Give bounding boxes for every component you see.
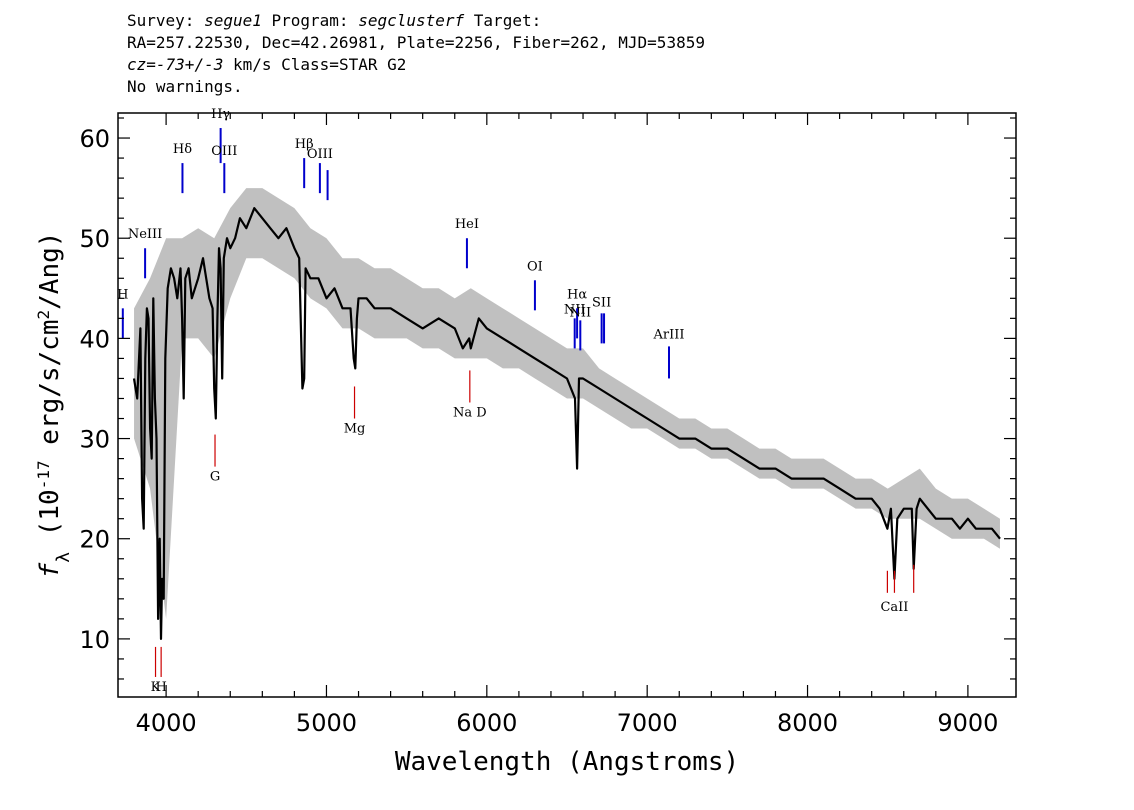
x-tick-label: 9000 [937, 709, 998, 737]
x-tick-label: 5000 [296, 709, 357, 737]
program-name: segclusterf [358, 11, 465, 30]
y-title-close: /Ang) [35, 232, 65, 310]
header-line3: cz=-73+/-3 km/s Class=STAR G2 [127, 55, 406, 74]
survey-name: segue1 [204, 11, 262, 30]
header-line2: RA=257.22530, Dec=42.26981, Plate=2256, … [127, 33, 705, 52]
y-tick-label: 50 [79, 225, 110, 253]
x-axis-title: Wavelength (Angstroms) [395, 747, 739, 777]
line-label-19: Mg [344, 422, 366, 437]
y-title-open: (10 [35, 489, 65, 552]
line-label-5: Hβ [295, 137, 314, 152]
header-line1: Survey: segue1 Program: segclusterf Targ… [127, 11, 541, 30]
x-tick-label: 4000 [136, 709, 197, 737]
line-label-18: G [210, 470, 220, 485]
cz-equals: = [146, 55, 156, 74]
line-label-11: Hα [567, 287, 587, 302]
spectrum-header: Survey: segue1 Program: segclusterf Targ… [127, 10, 705, 98]
class-text: km/s Class=STAR G2 [223, 55, 407, 74]
spectrum-line-layer [132, 207, 1001, 641]
y-tick-label: 40 [79, 325, 110, 353]
line-label-13: SII [592, 295, 611, 310]
y-title-f: f [35, 562, 65, 578]
cz-value: -73+/-3 [155, 55, 224, 74]
program-prefix: Program: [261, 11, 359, 30]
line-label-1: H [117, 287, 128, 302]
line-label-4: OIII [211, 144, 237, 159]
header-line4: No warnings. [127, 77, 243, 96]
plot-frame [117, 112, 1017, 698]
y-tick-label: 60 [79, 125, 110, 153]
x-tick-label: 8000 [777, 709, 838, 737]
line-label-12: NII [569, 305, 591, 320]
y-title-mid: erg/s/cm [35, 320, 65, 461]
line-label-2: Hδ [173, 142, 192, 157]
y-tick-label: 20 [79, 526, 110, 554]
line-label-6: OIII [307, 147, 333, 162]
y-title-lambda: λ [53, 552, 74, 563]
cz-label: cz [127, 55, 147, 74]
line-label-3: Hγ [211, 107, 230, 122]
line-label-9: OI [527, 259, 543, 274]
target-prefix: Target: [464, 11, 542, 30]
line-label-17: H [155, 680, 166, 695]
line-label-16: K [151, 680, 161, 695]
line-label-20: Na D [453, 406, 487, 421]
error-band-layer [134, 188, 1000, 619]
x-tick-label: 6000 [456, 709, 517, 737]
line-label-10: NII [564, 302, 586, 317]
spectrum-line [132, 207, 1001, 641]
y-axis-title: fλ (10-17 erg/s/cm2/Ang) [34, 232, 74, 579]
y-title-exp1: -17 [34, 460, 53, 489]
error-band [134, 188, 1000, 619]
axis-ticks: 4000 5000 6000 7000 8000 9000 10 20 30 40 50 60 [79, 113, 1016, 737]
x-tick-label: 7000 [617, 709, 678, 737]
y-tick-label: 10 [79, 626, 110, 654]
y-tick-label: 30 [79, 426, 110, 454]
y-title-exp2: 2 [34, 310, 53, 320]
survey-prefix: Survey: [127, 11, 205, 30]
line-label-15: ArIII [652, 327, 684, 342]
line-label-0: NeIII [128, 227, 162, 242]
line-label-22: CaII [880, 600, 908, 615]
line-label-8: HeI [455, 217, 479, 232]
